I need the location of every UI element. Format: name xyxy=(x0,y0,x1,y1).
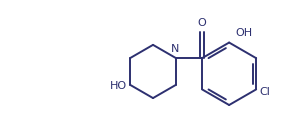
Text: OH: OH xyxy=(235,28,253,38)
Text: HO: HO xyxy=(109,81,127,91)
Text: Cl: Cl xyxy=(260,87,271,97)
Text: N: N xyxy=(170,44,179,54)
Text: O: O xyxy=(198,18,206,28)
